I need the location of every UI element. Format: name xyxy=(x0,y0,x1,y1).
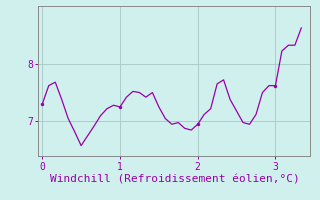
X-axis label: Windchill (Refroidissement éolien,°C): Windchill (Refroidissement éolien,°C) xyxy=(50,174,299,184)
